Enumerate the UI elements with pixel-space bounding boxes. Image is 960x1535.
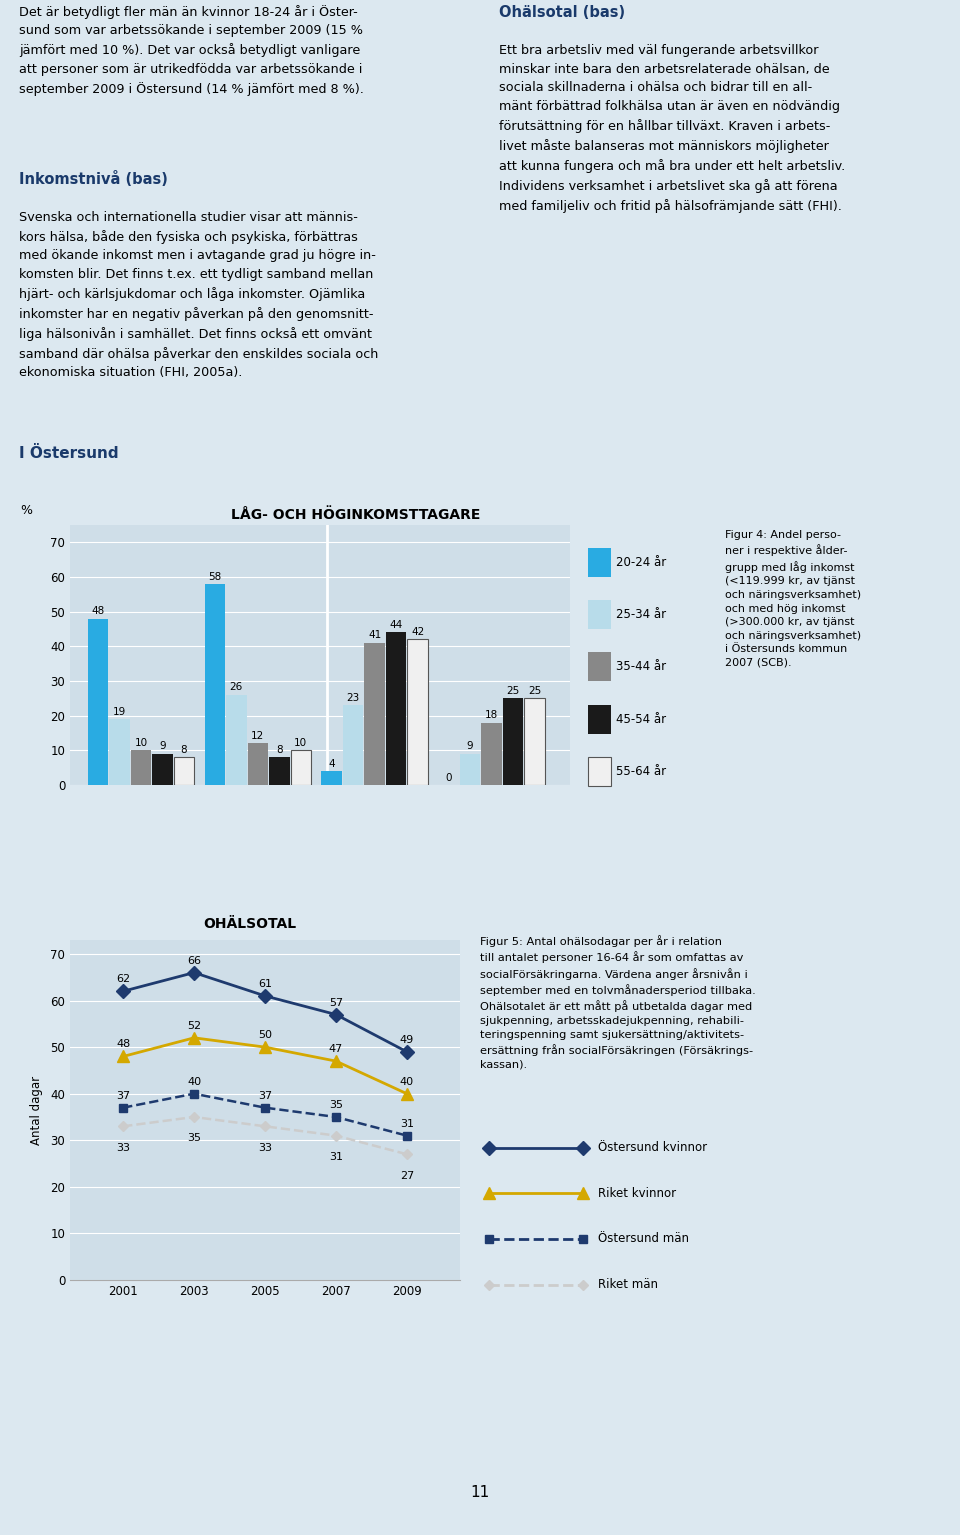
Text: 50: 50 xyxy=(258,1030,272,1041)
Text: Ohälsotal (bas): Ohälsotal (bas) xyxy=(499,5,625,20)
Text: 35-44 år: 35-44 år xyxy=(616,660,666,674)
Text: 31: 31 xyxy=(329,1151,343,1162)
Bar xyxy=(343,705,364,784)
Text: 25: 25 xyxy=(528,686,541,695)
Text: 20-24 år: 20-24 år xyxy=(616,556,666,569)
Text: 23: 23 xyxy=(347,692,360,703)
Text: 27: 27 xyxy=(399,1171,414,1180)
Text: 62: 62 xyxy=(116,975,131,984)
Text: 40: 40 xyxy=(187,1076,202,1087)
Text: Inkomstnivå (bas): Inkomstnivå (bas) xyxy=(19,172,168,187)
Text: 45-54 år: 45-54 år xyxy=(616,712,666,726)
Bar xyxy=(386,632,406,784)
Bar xyxy=(588,548,611,577)
Text: 33: 33 xyxy=(116,1142,131,1153)
Bar xyxy=(322,771,342,784)
Text: 55-64 år: 55-64 år xyxy=(616,764,666,778)
Text: 8: 8 xyxy=(180,744,187,755)
Text: 44: 44 xyxy=(390,620,403,629)
Text: 9: 9 xyxy=(159,741,166,751)
Text: 49: 49 xyxy=(399,1035,414,1045)
Text: 58: 58 xyxy=(208,571,222,582)
Text: 25: 25 xyxy=(506,686,519,695)
Text: 66: 66 xyxy=(187,956,201,966)
Bar xyxy=(503,698,523,784)
Bar xyxy=(269,757,290,784)
Text: 4: 4 xyxy=(328,758,335,769)
Text: 0: 0 xyxy=(445,772,452,783)
Bar xyxy=(365,643,385,784)
Text: 19: 19 xyxy=(113,706,126,717)
Text: LÅG- OCH HÖGINKOMSTTAGARE: LÅG- OCH HÖGINKOMSTTAGARE xyxy=(230,508,480,522)
Text: Östersund kvinnor: Östersund kvinnor xyxy=(597,1142,707,1154)
Text: Riket män: Riket män xyxy=(597,1279,658,1291)
Bar xyxy=(460,754,480,784)
Text: 48: 48 xyxy=(116,1039,131,1050)
Bar xyxy=(87,619,108,784)
Text: Riket kvinnor: Riket kvinnor xyxy=(597,1187,676,1200)
Text: 35: 35 xyxy=(329,1101,343,1110)
Bar xyxy=(481,723,502,784)
Text: 37: 37 xyxy=(116,1091,131,1101)
Bar xyxy=(291,751,311,784)
Text: 35: 35 xyxy=(187,1133,201,1144)
Bar xyxy=(588,757,611,786)
Bar xyxy=(588,705,611,734)
Bar xyxy=(109,718,130,784)
Text: 11: 11 xyxy=(470,1484,490,1500)
Text: I Östersund: I Östersund xyxy=(19,445,119,460)
Text: 9: 9 xyxy=(467,741,473,751)
Bar xyxy=(174,757,194,784)
Text: 61: 61 xyxy=(258,979,272,989)
Text: 33: 33 xyxy=(258,1142,272,1153)
Bar xyxy=(407,640,428,784)
Text: 40: 40 xyxy=(399,1076,414,1087)
Text: 12: 12 xyxy=(252,731,264,741)
Text: 48: 48 xyxy=(91,606,105,616)
Text: 52: 52 xyxy=(187,1021,202,1032)
Bar xyxy=(248,743,268,784)
Text: 26: 26 xyxy=(229,683,243,692)
Text: 47: 47 xyxy=(328,1044,343,1055)
Text: 10: 10 xyxy=(295,738,307,748)
Text: Ett bra arbetsliv med väl fungerande arbetsvillkor
minskar inte bara den arbetsr: Ett bra arbetsliv med väl fungerande arb… xyxy=(499,45,846,213)
Text: Östersund män: Östersund män xyxy=(597,1233,688,1245)
Text: %: % xyxy=(20,503,32,517)
Text: 37: 37 xyxy=(258,1091,272,1101)
Text: OHÄLSOTAL: OHÄLSOTAL xyxy=(203,918,297,932)
Y-axis label: Antal dagar: Antal dagar xyxy=(31,1076,43,1145)
Text: 8: 8 xyxy=(276,744,282,755)
Text: 25-34 år: 25-34 år xyxy=(616,608,666,622)
Bar xyxy=(524,698,544,784)
Bar xyxy=(204,583,226,784)
Text: 42: 42 xyxy=(411,626,424,637)
Text: 31: 31 xyxy=(399,1119,414,1128)
Bar xyxy=(153,754,173,784)
Text: 10: 10 xyxy=(134,738,148,748)
Bar xyxy=(131,751,152,784)
Text: Det är betydligt fler män än kvinnor 18-24 år i Öster-
sund som var arbetssökand: Det är betydligt fler män än kvinnor 18-… xyxy=(19,5,364,95)
Bar xyxy=(226,695,247,784)
Text: Svenska och internationella studier visar att männis-
kors hälsa, både den fysis: Svenska och internationella studier visa… xyxy=(19,210,378,379)
Text: Figur 4: Andel perso-
ner i respektive ålder-
grupp med låg inkomst
(<119.999 kr: Figur 4: Andel perso- ner i respektive å… xyxy=(725,530,861,668)
Text: 18: 18 xyxy=(485,711,498,720)
Text: 41: 41 xyxy=(368,631,381,640)
Text: Figur 5: Antal ohälsodagar per år i relation
till antalet personer 16-64 år som : Figur 5: Antal ohälsodagar per år i rela… xyxy=(480,935,756,1070)
Text: 57: 57 xyxy=(329,998,343,1007)
Bar xyxy=(588,600,611,629)
Bar xyxy=(588,652,611,682)
